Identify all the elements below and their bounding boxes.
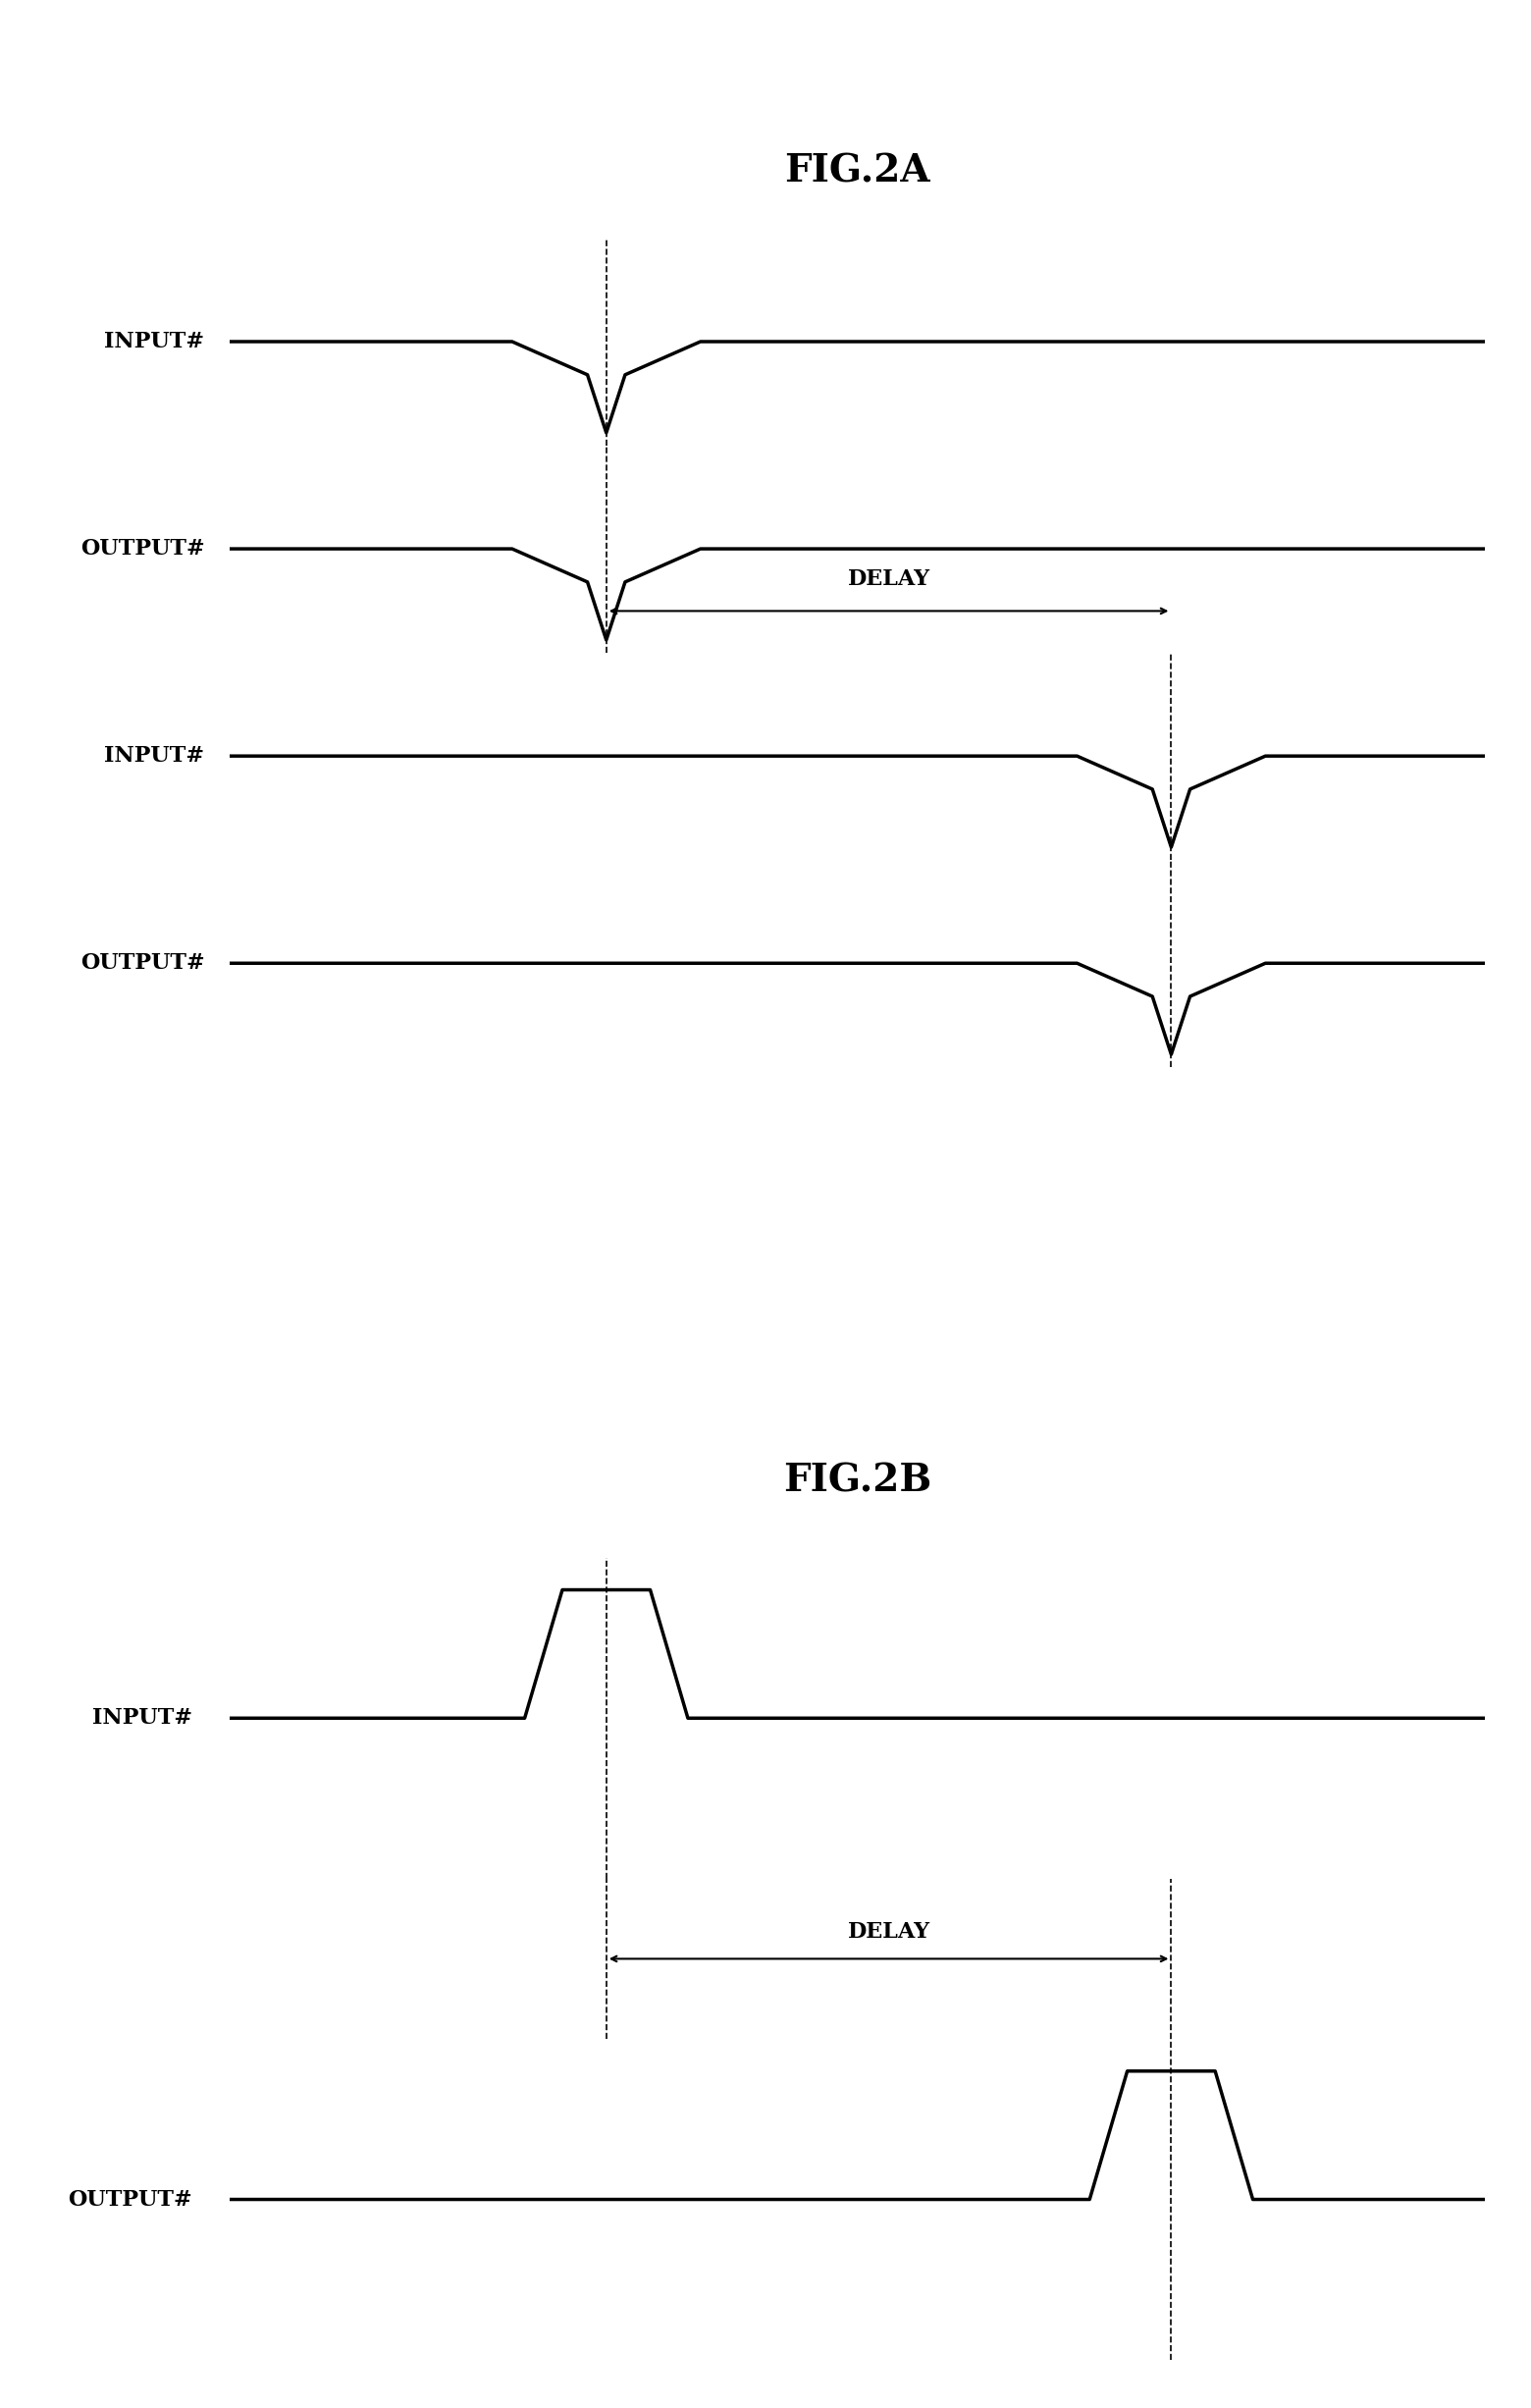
Text: OUTPUT#: OUTPUT#: [80, 954, 205, 975]
Text: OUTPUT#: OUTPUT#: [67, 2189, 191, 2211]
Text: INPUT#: INPUT#: [104, 330, 205, 352]
Text: FIG.2A: FIG.2A: [784, 154, 931, 190]
Text: OUTPUT#: OUTPUT#: [80, 537, 205, 559]
Text: INPUT#: INPUT#: [92, 1707, 191, 1729]
Text: FIG.2B: FIG.2B: [784, 1462, 931, 1500]
Text: INPUT#: INPUT#: [104, 744, 205, 766]
Text: DELAY: DELAY: [848, 568, 929, 590]
Text: DELAY: DELAY: [848, 1922, 929, 1943]
